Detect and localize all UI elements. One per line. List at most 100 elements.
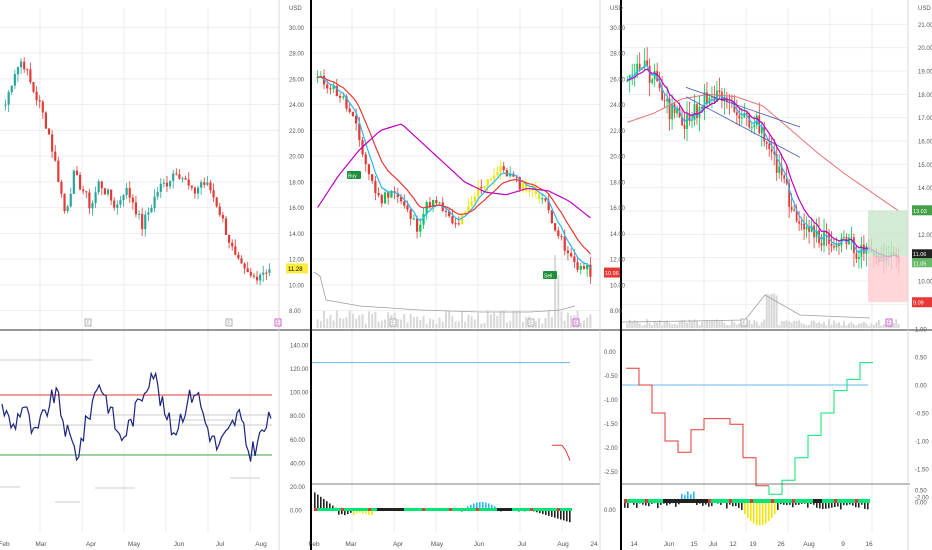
trend-dot (362, 508, 365, 511)
dividend-marker-label: E (574, 321, 578, 327)
trend-dot (807, 499, 810, 503)
currency-label: USD (289, 6, 302, 12)
trend-dot (858, 499, 861, 503)
lower-axis-label-mid: -2.50 (604, 470, 618, 476)
price-axis-label: 21.00 (918, 23, 932, 29)
trend-dot (753, 499, 756, 503)
candle-body (428, 202, 432, 207)
histogram-bar (323, 499, 325, 511)
candle-body (203, 182, 206, 185)
candle-body (473, 196, 476, 202)
trend-dot (675, 499, 678, 503)
candle-body (150, 207, 153, 213)
price-axis-label: 14.00 (918, 186, 932, 192)
trend-dot (651, 499, 654, 503)
volume-bar (681, 319, 684, 328)
candle-body (780, 166, 783, 176)
volume-bar (860, 323, 863, 328)
candle-body (626, 80, 629, 82)
candle-body (10, 85, 13, 93)
candle-body (44, 112, 47, 129)
price-marker-box (286, 263, 308, 274)
candle-body (833, 245, 835, 248)
trend-dot (699, 499, 702, 503)
volume-bar (748, 319, 751, 328)
histogram-bar (545, 510, 547, 515)
candle-body (550, 210, 554, 224)
candle-body (162, 182, 165, 184)
trend-dot (654, 499, 657, 503)
trend-dot (723, 499, 726, 503)
candle-body (425, 202, 428, 215)
candle-body (231, 242, 234, 247)
price-axis-label: 10.00 (610, 283, 626, 289)
candle-body (525, 182, 528, 191)
candle-body (153, 196, 156, 208)
trend-dot (774, 499, 777, 503)
trend-dot (479, 508, 482, 511)
trend-dot (338, 508, 341, 511)
candle-body (19, 61, 23, 68)
candle-body (122, 195, 125, 201)
candle-body (23, 61, 26, 70)
price-axis-label: 20.00 (289, 155, 305, 161)
x-axis-label: 19 (749, 541, 757, 548)
histogram-bar (819, 501, 821, 509)
candle-body (470, 201, 473, 207)
candle-body (676, 107, 678, 114)
trend-dot (681, 499, 684, 503)
candle-body (648, 65, 651, 83)
volume-bar (753, 320, 756, 328)
candle-body (212, 190, 215, 198)
histogram-bar (693, 491, 695, 502)
volume-bar (800, 323, 803, 328)
trend-dot (714, 499, 717, 503)
candle-body (566, 250, 570, 254)
candle-body (246, 268, 249, 273)
candle-body (38, 100, 41, 102)
volume-bar (541, 323, 544, 328)
trend-dot (533, 508, 536, 511)
candle-body (701, 106, 703, 109)
histogram-bar (858, 501, 860, 508)
histogram-bar (846, 501, 848, 506)
candle-body (322, 75, 326, 85)
volume-bar (713, 320, 716, 328)
volume-bar (852, 324, 855, 328)
x-axis-label: Jul (216, 541, 225, 548)
volume-average-line (313, 271, 576, 313)
price-axis-label: 24.00 (610, 103, 626, 109)
trend-dot (648, 499, 651, 503)
candle-body (505, 170, 509, 177)
candle-body (663, 100, 666, 102)
candle-body (509, 173, 512, 177)
candle-body (131, 197, 134, 203)
trend-dot (398, 508, 401, 511)
volume-bar (897, 324, 900, 328)
trend-dot (864, 499, 867, 503)
candle-body (374, 180, 377, 194)
histogram-bar (864, 501, 866, 509)
candle-body (193, 187, 197, 194)
candle-body (119, 200, 122, 205)
histogram-bar (840, 501, 842, 510)
candle-body (32, 82, 35, 92)
candle-body (110, 189, 113, 201)
histogram-bar (843, 501, 845, 506)
price-marker-box (912, 249, 932, 259)
candle-body (706, 92, 708, 104)
candle-body (116, 204, 119, 208)
histogram-bar (554, 510, 556, 518)
histogram-bar (828, 501, 830, 509)
volume-bar (862, 321, 865, 328)
volume-bar (505, 322, 508, 328)
price-axis-label: 8.00 (289, 309, 301, 315)
histogram-bar (765, 501, 767, 524)
candle-body (631, 74, 634, 76)
candle-body (147, 212, 150, 215)
volume-bar (733, 322, 736, 328)
trend-dot (849, 499, 852, 503)
trend-dot (401, 508, 404, 511)
trend-dot (798, 499, 801, 503)
lower-axis-label-mid: 0.00 (604, 350, 616, 356)
